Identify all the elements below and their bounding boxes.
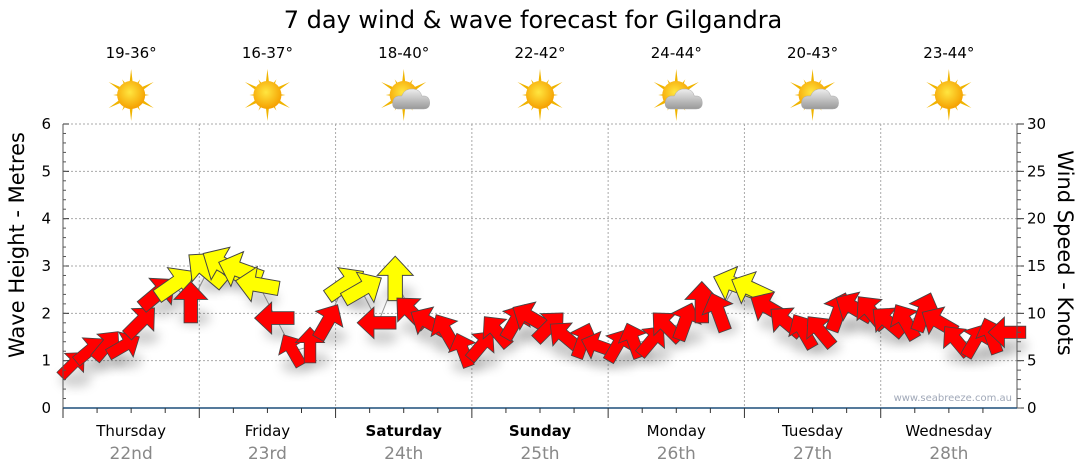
y-tick-label: 0 (41, 399, 51, 417)
day-label: Saturday (366, 422, 443, 440)
temperature-range: 24-44° (651, 44, 702, 62)
wind-arrow (987, 316, 1027, 349)
date-label: 28th (929, 444, 968, 464)
sunny-icon (926, 69, 972, 121)
day-label: Thursday (95, 422, 166, 440)
cloud (801, 88, 839, 110)
temperature-range: 23-44° (923, 44, 974, 62)
wind-arrow (376, 255, 415, 302)
y-tick-label: 1 (41, 352, 51, 370)
wind-arrow (670, 302, 702, 343)
y2-tick-label: 10 (1027, 304, 1046, 322)
wind-arrow (234, 265, 281, 303)
wind-arrow (172, 280, 209, 324)
sunny-icon (244, 69, 290, 121)
y-tick-label: 3 (41, 257, 51, 275)
temperature-range: 18-40° (378, 44, 429, 62)
wind-arrow (312, 304, 344, 342)
sun-disc (117, 81, 146, 109)
cloud (664, 88, 703, 110)
date-label: 26th (657, 444, 696, 464)
y-tick-label: 5 (41, 162, 51, 180)
wind-arrow (634, 326, 666, 359)
wind-arrow (339, 271, 382, 307)
wind-arrows (56, 246, 1027, 381)
sun-disc (934, 81, 963, 109)
temperature-range: 22-42° (514, 44, 565, 62)
partly-cloudy-icon (653, 69, 703, 121)
day-label: Sunday (509, 422, 572, 440)
day-label: Wednesday (905, 422, 992, 440)
wind-arrow (701, 292, 734, 334)
day-label: Tuesday (781, 422, 843, 440)
axes: 0 1 2 3 4 5 6 0 5 10 15 20 25 30 Thursday 22nd 19-36° Fri… (41, 44, 1046, 464)
cloud-shape (801, 88, 839, 110)
arrow-shadow (110, 352, 143, 369)
wind-arrow (253, 301, 295, 336)
watermark: www.seabreeze.com.au (894, 393, 1012, 404)
day-label: Friday (245, 422, 291, 440)
cloud-shape (392, 88, 430, 110)
date-label: 23rd (248, 444, 287, 464)
y2-tick-label: 25 (1027, 162, 1046, 180)
temperature-range: 20-43° (787, 44, 838, 62)
sunny-icon (108, 69, 154, 121)
y-tick-label: 4 (41, 210, 51, 228)
y-tick-label: 2 (41, 304, 51, 322)
wind-arrow (447, 332, 477, 369)
y-tick-label: 6 (41, 115, 51, 133)
y2-tick-label: 0 (1027, 399, 1037, 417)
y2-axis-label: Wind Speed - Knots (1053, 150, 1077, 355)
chart-title: 7 day wind & wave forecast for Gilgandra (284, 6, 783, 34)
cloud (392, 88, 430, 110)
wind-arrow (482, 316, 514, 351)
date-label: 25th (520, 444, 559, 464)
day-label: Monday (647, 422, 706, 440)
wind-arrow (356, 306, 397, 340)
date-label: 27th (793, 444, 832, 464)
sunny-icon (517, 69, 563, 121)
y2-tick-label: 15 (1027, 257, 1046, 275)
partly-cloudy-icon (381, 69, 430, 121)
sun-disc (526, 81, 554, 109)
date-label: 24th (384, 444, 423, 464)
wind-arrow (464, 331, 495, 364)
y2-tick-label: 5 (1027, 352, 1037, 370)
y2-tick-label: 30 (1027, 115, 1046, 133)
y2-tick-label: 20 (1027, 210, 1046, 228)
date-label: 22nd (110, 444, 153, 464)
partly-cloudy-icon (790, 69, 839, 121)
cloud-shape (664, 88, 703, 110)
sun-disc (253, 81, 282, 109)
temperature-range: 16-37° (242, 44, 293, 62)
temperature-range: 19-36° (106, 44, 157, 62)
y-axis-label: Wave Height - Metres (5, 132, 29, 358)
wind-arrow (121, 307, 155, 341)
